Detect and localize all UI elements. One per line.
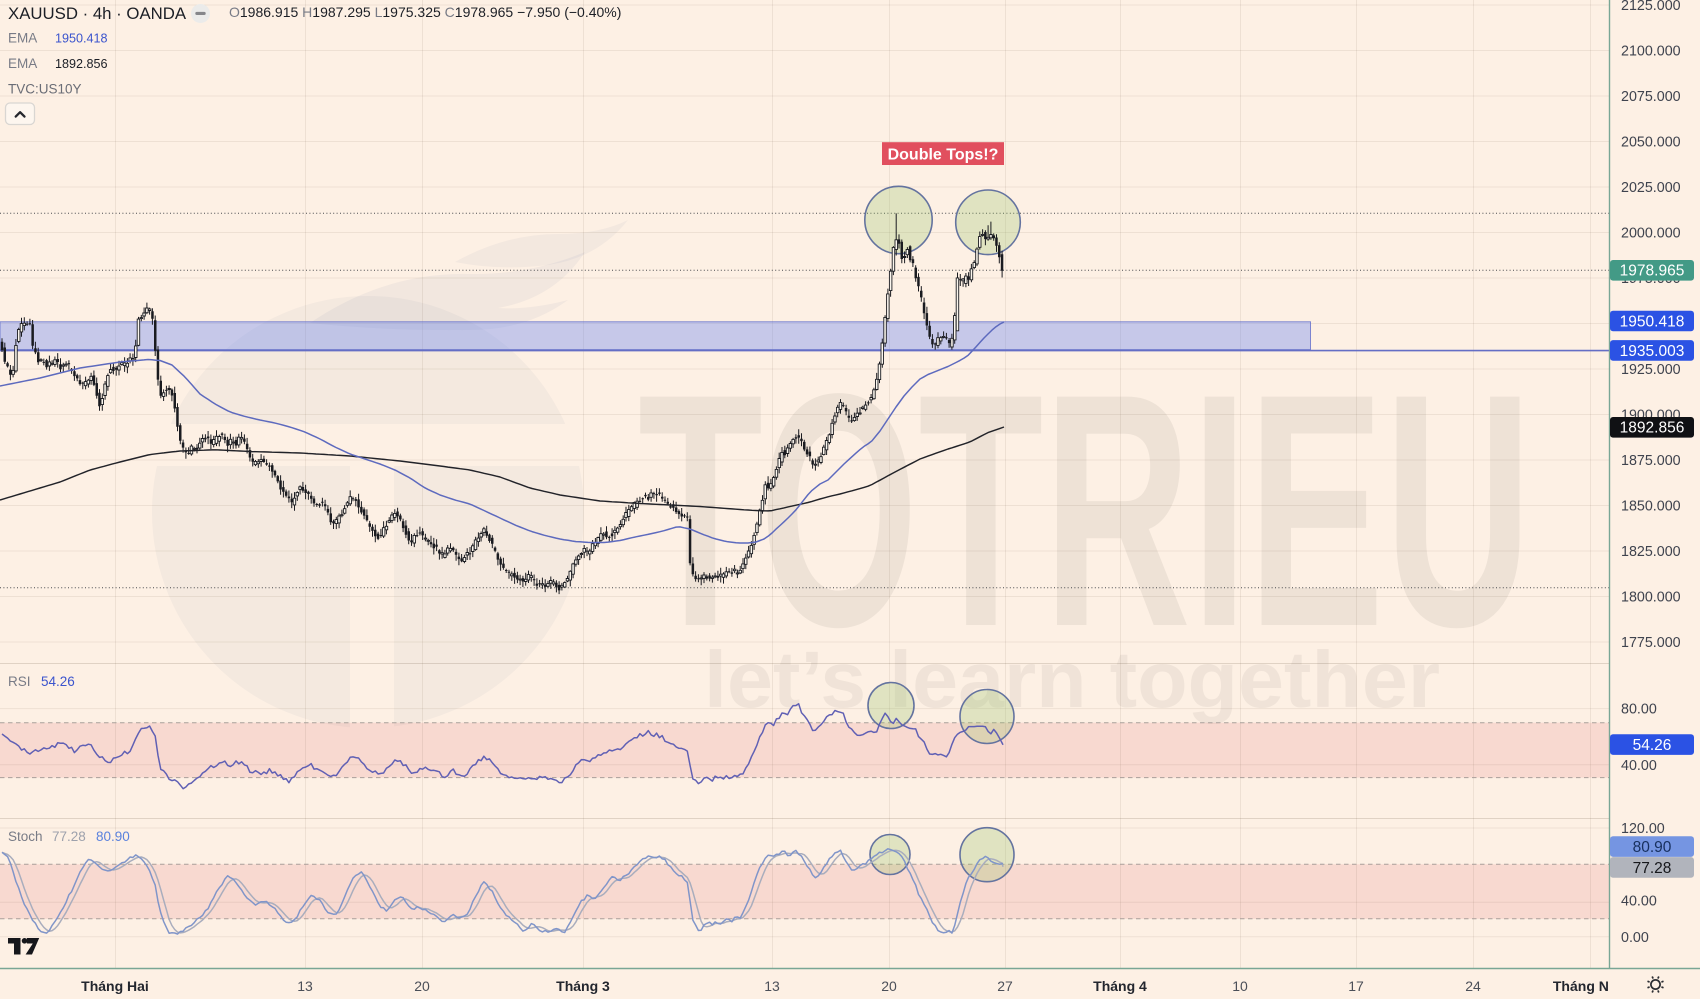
svg-text:2075.000: 2075.000 <box>1621 89 1681 105</box>
svg-text:Double Tops!?: Double Tops!? <box>888 147 999 164</box>
svg-text:1935.003: 1935.003 <box>1620 343 1685 360</box>
svg-text:2025.000: 2025.000 <box>1621 180 1681 196</box>
svg-text:1892.856: 1892.856 <box>55 57 108 71</box>
svg-text:0.00: 0.00 <box>1621 930 1649 946</box>
svg-text:1875.000: 1875.000 <box>1621 453 1681 469</box>
svg-text:2050.000: 2050.000 <box>1621 135 1681 151</box>
svg-text:40.00: 40.00 <box>1621 894 1657 910</box>
svg-text:1950.418: 1950.418 <box>55 31 108 45</box>
svg-text:17: 17 <box>1348 978 1364 994</box>
svg-text:Tháng Năm: Tháng Năm <box>1553 978 1629 994</box>
svg-text:1775.000: 1775.000 <box>1621 635 1681 651</box>
svg-text:1800.000: 1800.000 <box>1621 590 1681 606</box>
svg-text:2100.000: 2100.000 <box>1621 44 1681 60</box>
svg-text:Tháng Hai: Tháng Hai <box>81 978 149 994</box>
svg-text:Tháng 3: Tháng 3 <box>556 978 610 994</box>
svg-text:24: 24 <box>1465 978 1481 994</box>
svg-text:120.00: 120.00 <box>1621 821 1665 837</box>
svg-text:2125.000: 2125.000 <box>1621 0 1681 14</box>
svg-text:20: 20 <box>414 978 430 994</box>
svg-text:40.00: 40.00 <box>1621 758 1657 774</box>
svg-text:1978.965: 1978.965 <box>1620 263 1685 280</box>
svg-text:TVC:US10Y: TVC:US10Y <box>8 82 82 97</box>
svg-text:27: 27 <box>997 978 1013 994</box>
svg-text:1850.000: 1850.000 <box>1621 499 1681 515</box>
svg-text:80.90: 80.90 <box>1633 839 1672 856</box>
svg-text:TOTRIEU: TOTRIEU <box>638 325 1532 696</box>
svg-text:EMA: EMA <box>8 56 37 71</box>
svg-text:XAUUSD · 4h · OANDA: XAUUSD · 4h · OANDA <box>8 4 187 23</box>
svg-text:Stoch: Stoch <box>8 829 43 844</box>
svg-text:1825.000: 1825.000 <box>1621 544 1681 560</box>
svg-text:80.00: 80.00 <box>1621 702 1657 718</box>
svg-text:EMA: EMA <box>8 31 37 46</box>
svg-text:77.28: 77.28 <box>1633 860 1672 877</box>
svg-text:20: 20 <box>881 978 897 994</box>
svg-text:RSI: RSI <box>8 674 31 689</box>
svg-text:O1986.915 H1987.295 L1975.325: O1986.915 H1987.295 L1975.325 C1978.965 … <box>229 4 621 20</box>
svg-text:Tháng 4: Tháng 4 <box>1093 978 1147 994</box>
svg-text:54.26: 54.26 <box>1633 737 1672 754</box>
svg-text:let’s learn together: let’s learn together <box>704 635 1440 724</box>
svg-text:54.26: 54.26 <box>41 674 75 689</box>
svg-text:1892.856: 1892.856 <box>1620 420 1685 437</box>
svg-text:13: 13 <box>764 978 780 994</box>
svg-text:77.28: 77.28 <box>52 829 86 844</box>
svg-text:13: 13 <box>297 978 313 994</box>
svg-text:1950.418: 1950.418 <box>1620 313 1685 330</box>
svg-text:1925.000: 1925.000 <box>1621 362 1681 378</box>
svg-text:10: 10 <box>1232 978 1248 994</box>
svg-text:80.90: 80.90 <box>96 829 130 844</box>
svg-text:2000.000: 2000.000 <box>1621 226 1681 242</box>
